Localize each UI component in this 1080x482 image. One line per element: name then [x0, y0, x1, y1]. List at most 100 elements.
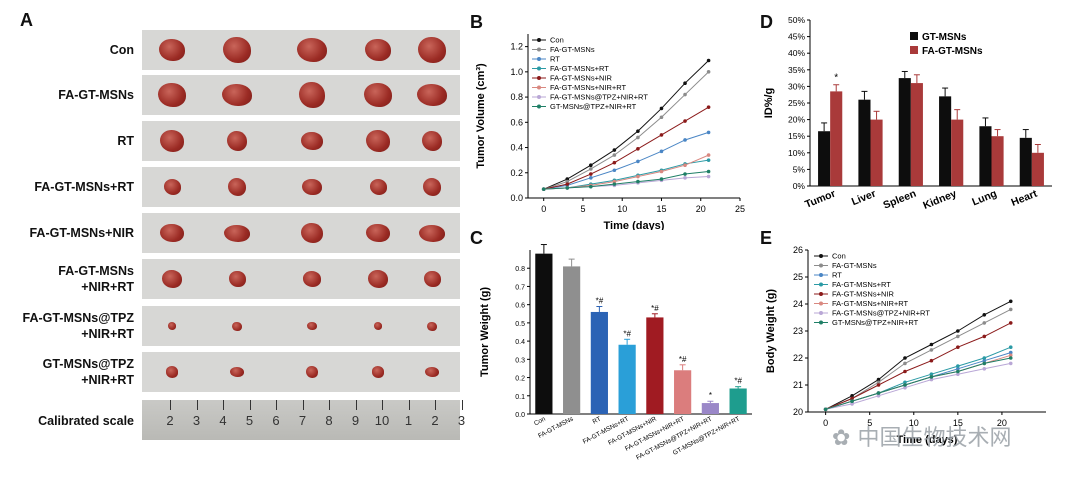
ruler-tick	[223, 400, 224, 410]
row-label: FA-GT-MSNs	[58, 88, 134, 102]
ruler-tick-label: 8	[325, 413, 333, 428]
data-point	[956, 372, 960, 376]
y-tick-label: 15%	[788, 131, 805, 141]
tumor-image	[159, 38, 185, 62]
series-line	[543, 60, 709, 190]
calibration-ruler: 2 3 4 5 6 7 8 9 10 1 2 3	[142, 400, 465, 440]
data-point	[565, 177, 570, 181]
data-point	[1008, 361, 1013, 366]
legend-marker	[537, 38, 541, 42]
photo-row	[142, 167, 460, 207]
data-point	[982, 367, 987, 371]
series-line	[825, 357, 1011, 410]
tumor-image	[232, 321, 242, 331]
y-tick-label: 0.7	[515, 284, 525, 291]
data-point	[982, 358, 987, 363]
x-tick-label: Liver	[850, 188, 878, 209]
tumor-image	[158, 82, 186, 108]
data-point	[565, 182, 570, 186]
x-axis-label: Time (days)	[897, 434, 958, 446]
y-tick-label: 0%	[793, 181, 806, 191]
panel-letter-b: B	[470, 12, 483, 32]
data-point	[636, 179, 640, 184]
y-tick-label: 0.6	[515, 303, 525, 310]
ruler-tick-label: 10	[374, 413, 390, 428]
y-tick-label: 20%	[788, 115, 805, 125]
y-axis-label: Body Weight (g)	[765, 289, 777, 373]
data-point	[683, 176, 687, 180]
data-point	[565, 179, 570, 184]
y-tick-label: 5%	[793, 164, 806, 174]
legend-marker	[819, 311, 823, 315]
row-label: FA-GT-MSNs+RT	[34, 180, 134, 194]
x-tick-label: Lung	[970, 188, 998, 209]
y-tick-label: 25	[793, 272, 803, 282]
chart-c-tumor-weight: 0.0 0.1 0.2 0.3 0.4 0.5 0.6 0.7 0.8 Tumor Weight …	[479, 244, 752, 462]
y-axis-label: Tumor Weight (g)	[479, 287, 491, 377]
row-label: RT	[117, 134, 134, 148]
x-tick-label: 5	[867, 418, 872, 428]
data-point	[612, 182, 617, 186]
data-point	[706, 169, 711, 174]
ruler-tick	[461, 400, 463, 410]
legend-marker	[819, 254, 823, 258]
tumor-image	[222, 83, 252, 107]
data-point	[982, 321, 987, 325]
tumor-image	[421, 130, 443, 152]
tumor-image	[422, 178, 442, 196]
data-point	[706, 58, 711, 63]
x-axis-label: Time (days)	[604, 220, 665, 230]
data-point	[929, 372, 934, 376]
y-tick-label: 0.0	[510, 193, 523, 203]
y-tick-label: 0.2	[510, 168, 523, 178]
significance-mark: *#	[596, 296, 604, 305]
legend-label: FA-GT-MSNs+NIR	[550, 74, 612, 83]
data-point	[636, 174, 640, 179]
data-point	[683, 119, 687, 123]
tumor-image	[417, 83, 447, 107]
data-point	[659, 177, 664, 181]
x-tick-label: Con	[533, 415, 547, 427]
x-tick-label: 10	[617, 204, 627, 214]
data-point	[683, 138, 687, 142]
data-point	[636, 159, 640, 164]
ruler-tick	[382, 400, 383, 410]
data-point	[956, 345, 960, 349]
tumor-image	[162, 270, 182, 288]
bar	[979, 126, 992, 186]
bar	[646, 317, 664, 414]
tumor-image	[300, 131, 324, 151]
significance-mark: *#	[651, 304, 659, 313]
chart-d-biodistribution: 0% 5% 10% 15% 20% 25% 30% 35% 40% 45% 50% ID%/g * Tum…	[763, 15, 1052, 212]
bar	[701, 403, 719, 414]
y-tick-label: 0.4	[515, 339, 525, 346]
legend-marker	[537, 57, 541, 61]
x-tick-label: Kidney	[921, 188, 958, 212]
row-label: Con	[109, 43, 134, 57]
photo-row	[142, 352, 460, 392]
chart-e-body-weight: 20 21 22 23 24 25 26 0 5 10 15 20 Time (days) Body We…	[765, 245, 1046, 446]
tumor-image	[365, 38, 391, 62]
x-tick-label: FA-GT-MSNs+RT	[582, 416, 630, 446]
x-tick-label: 15	[953, 418, 963, 428]
ruler-tick-label: 1	[404, 413, 413, 428]
ruler-tick-label: 5	[245, 413, 254, 428]
data-point	[956, 364, 960, 368]
series-line	[543, 71, 709, 190]
tumor-image	[299, 82, 325, 108]
data-point	[982, 334, 987, 339]
photo-row	[142, 259, 460, 299]
x-tick-label: 0	[541, 204, 546, 214]
data-point	[982, 356, 987, 360]
legend-marker	[537, 95, 541, 99]
series-line	[543, 131, 709, 190]
panel-letter-d: D	[760, 12, 773, 32]
data-point	[903, 361, 907, 366]
data-point	[612, 168, 617, 173]
data-point	[876, 380, 881, 385]
data-point	[1008, 353, 1013, 358]
tumor-image	[297, 37, 327, 63]
data-point	[683, 81, 687, 85]
legend-label: FA-GT-MSNs+RT	[832, 280, 891, 289]
ruler-tick	[302, 400, 304, 410]
